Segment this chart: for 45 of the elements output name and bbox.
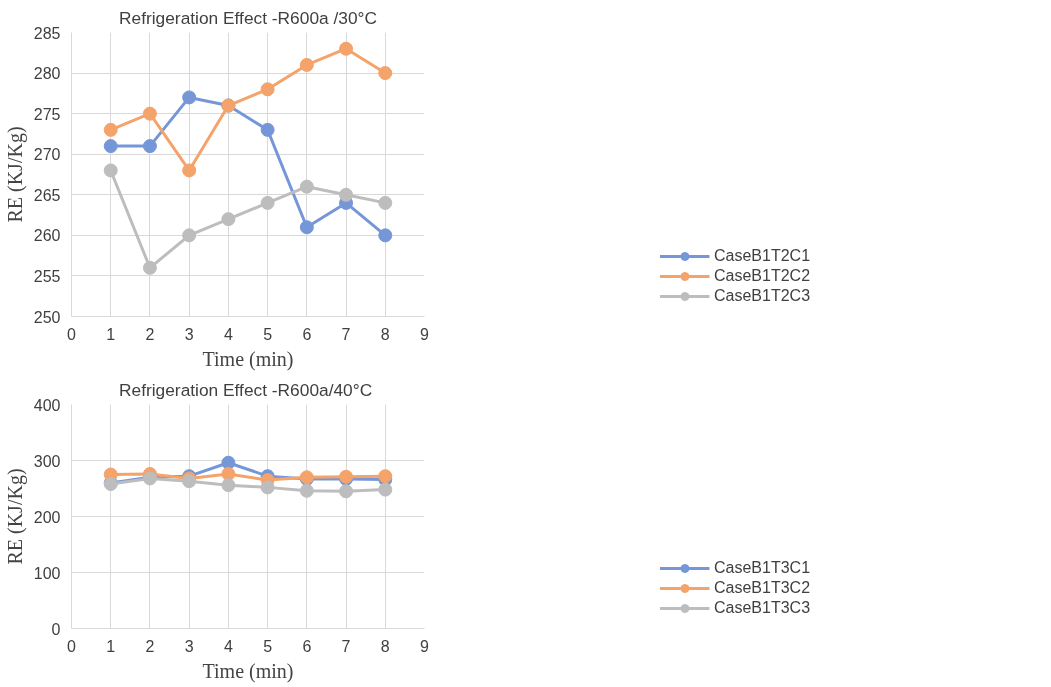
legend-label: CaseB1T3C3 [713,599,811,617]
x-tick-label: 1 [106,325,116,343]
legend-label: CaseB1T3C2 [713,579,811,597]
x-tick-label: 6 [302,325,312,343]
x-axis-title: Time (min) [202,659,294,683]
y-tick-label: 275 [33,105,61,123]
legend-label: CaseB1T2C2 [713,267,811,285]
x-tick-label: 9 [420,637,430,655]
y-tick-label: 300 [33,452,61,470]
x-tick-label: 4 [223,637,233,655]
y-tick-label: 0 [51,620,61,638]
x-tick-label: 5 [263,325,273,343]
y-tick-label: 255 [33,267,61,285]
x-tick-label: 3 [184,325,194,343]
x-tick-label: 0 [67,637,77,655]
x-tick-label: 2 [145,637,155,655]
x-tick-label: 7 [341,637,351,655]
y-tick-label: 265 [33,186,61,204]
x-axis-title: Time (min) [202,347,294,371]
y-tick-label: 400 [33,396,61,414]
x-tick-label: 8 [380,637,390,655]
x-tick-label: 3 [184,637,194,655]
y-axis-title: RE (KJ/Kg) [3,126,27,223]
chart-title: Refrigeration Effect -R600a/40°C [119,379,373,400]
x-tick-label: 5 [263,637,273,655]
legend-label: CaseB1T2C1 [713,247,811,265]
legend-label: CaseB1T3C1 [713,559,811,577]
y-axis-title: RE (KJ/Kg) [3,468,27,565]
x-tick-label: 0 [67,325,77,343]
chart-title: Refrigeration Effect -R600a /30°C [119,7,378,28]
y-tick-label: 200 [33,508,61,526]
x-tick-label: 1 [106,637,116,655]
y-tick-label: 260 [33,227,61,245]
x-tick-label: 9 [420,325,430,343]
y-tick-label: 270 [33,146,61,164]
x-tick-label: 2 [145,325,155,343]
y-tick-label: 285 [33,24,61,42]
y-tick-label: 280 [33,65,61,83]
x-tick-label: 7 [341,325,351,343]
y-tick-label: 250 [33,308,61,326]
x-tick-label: 8 [380,325,390,343]
legend-label: CaseB1T2C3 [713,287,811,305]
x-tick-label: 6 [302,637,312,655]
x-tick-label: 4 [223,325,233,343]
y-tick-label: 100 [33,564,61,582]
